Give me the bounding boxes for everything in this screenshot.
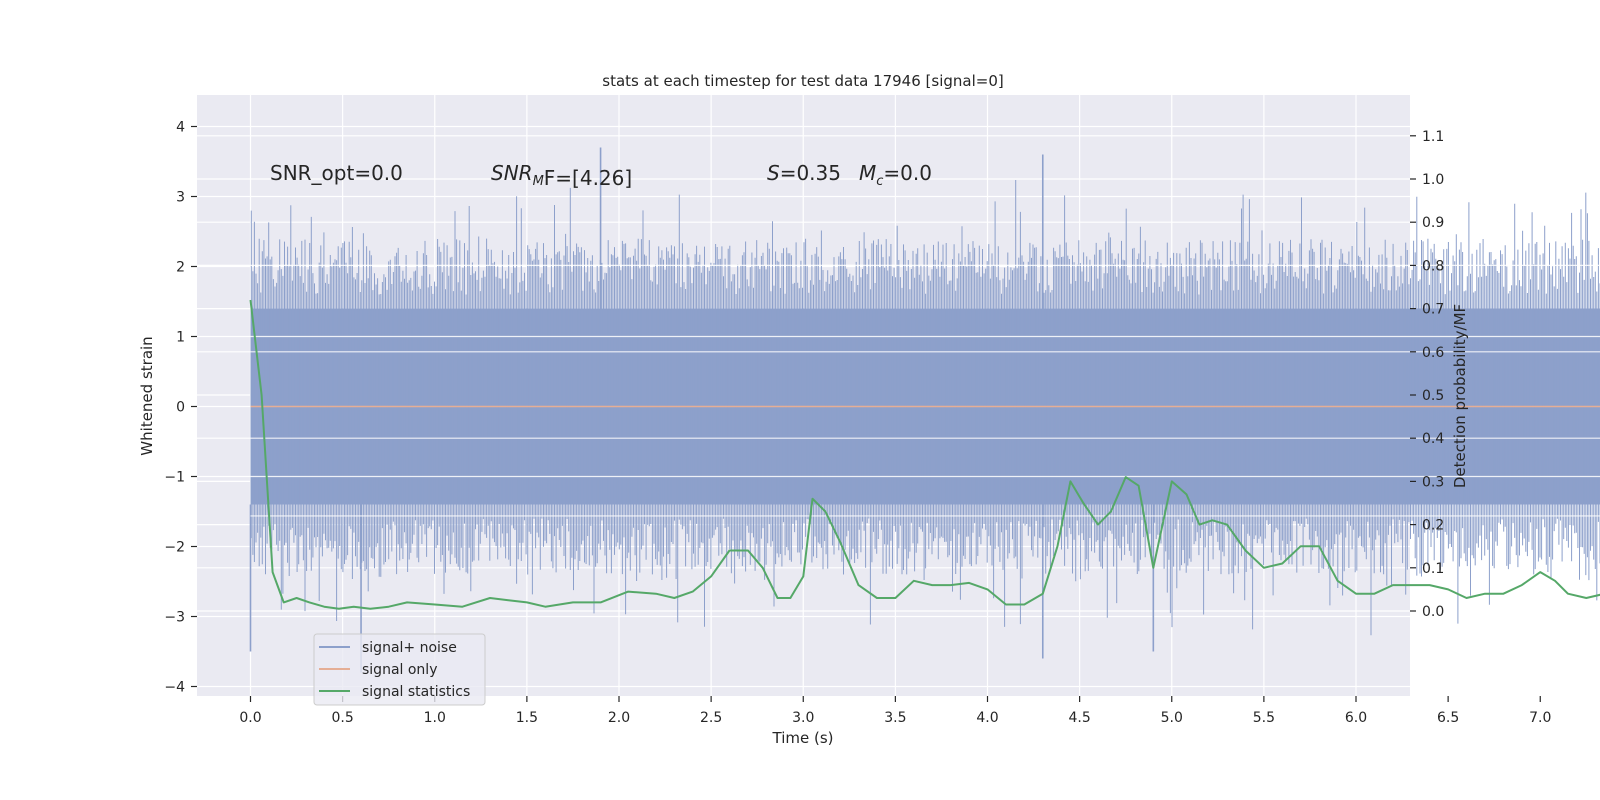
mc-annotation: Mc=0.0 (859, 161, 932, 189)
mc-main: M (859, 161, 876, 185)
y2-axis-ticks: 0.0 0.1 0.2 0.3 0.4 0.5 0.6 0.7 0.8 0.9 1.0 1.1 (1410, 129, 1444, 620)
snr-mf-rest: F=[4.26] (544, 166, 632, 190)
y2-tick-label: 1.1 (1422, 129, 1444, 145)
legend-box (313, 633, 486, 706)
y2-tick-label: 0.9 (1422, 215, 1444, 231)
mc-sub: c (876, 174, 883, 189)
legend-signal-noise-label: signal+ noise (362, 640, 457, 656)
y-tick-label: 4 (176, 120, 185, 136)
legend-signal-only-label: signal only (362, 662, 437, 678)
y-tick-label: 3 (176, 190, 185, 206)
s-rest: =0.35 (780, 161, 841, 185)
x-tick-label: 0.0 (239, 710, 261, 726)
legend: signal+ noise signal only signal statist… (313, 633, 486, 706)
x-tick-label: 3.0 (792, 710, 814, 726)
y-tick-label: −1 (164, 470, 185, 486)
x-tick-label: 3.5 (884, 710, 906, 726)
y2-tick-label: 0.0 (1422, 604, 1444, 620)
x-tick-label: 4.0 (976, 710, 998, 726)
snr-mf-sub: M (533, 174, 544, 189)
grid-overlay (250, 264, 1600, 517)
y-tick-label: −4 (164, 680, 185, 696)
snr-mf-annotation: SNRMF=[4.26] (491, 161, 632, 190)
x-tick-label: 0.5 (331, 710, 353, 726)
x-axis-ticks: 0.0 0.5 1.0 1.5 2.0 2.5 3.0 3.5 4.0 4.5 5.0 5.5 6.0 6… (239, 696, 1551, 726)
signal-statistics-line (249, 299, 1600, 610)
y-axis-label: Whitened strain (138, 336, 156, 455)
chart-title: stats at each timestep for test data 179… (602, 72, 1003, 90)
y-tick-label: 2 (176, 260, 185, 276)
legend-signal-statistics-label: signal statistics (362, 684, 470, 700)
y2-tick-label: 0.3 (1422, 474, 1444, 490)
mc-rest: =0.0 (883, 161, 932, 185)
y2-tick-label: 0.2 (1422, 518, 1444, 534)
snr-mf-main: SNR (491, 161, 533, 185)
noise-spikes (250, 180, 1600, 636)
x-tick-label: 6.5 (1437, 710, 1459, 726)
y-tick-label: 1 (176, 330, 185, 346)
signal-statistics-series (249, 299, 1600, 610)
x-tick-label: 6.0 (1345, 710, 1367, 726)
x-axis-label: Time (s) (772, 729, 834, 747)
x-tick-label: 4.5 (1068, 710, 1090, 726)
snr-opt-annotation: SNR_opt=0.0 (270, 161, 403, 185)
y2-axis-label: Detection probability/MF (1451, 304, 1469, 488)
y2-tick-label: 0.1 (1422, 561, 1444, 577)
y2-tick-label: 0.7 (1422, 302, 1444, 318)
s-main: S (767, 161, 780, 185)
x-tick-label: 2.0 (608, 710, 630, 726)
x-tick-label: 2.5 (700, 710, 722, 726)
y-tick-label: 0 (176, 400, 185, 416)
y2-tick-label: 1.0 (1422, 172, 1444, 188)
s-annotation: S=0.35 (767, 161, 841, 185)
x-tick-label: 5.5 (1253, 710, 1275, 726)
y2-tick-label: 0.6 (1422, 345, 1444, 361)
x-tick-label: 5.0 (1161, 710, 1183, 726)
x-tick-label: 1.5 (516, 710, 538, 726)
y-axis-ticks: −4 −3 −2 −1 0 1 2 3 4 (164, 120, 197, 696)
y2-tick-label: 0.5 (1422, 388, 1444, 404)
x-tick-label: 7.0 (1529, 710, 1551, 726)
y-tick-label: −2 (164, 540, 185, 556)
y2-tick-label: 0.4 (1422, 431, 1444, 447)
y-tick-label: −3 (164, 610, 185, 626)
y2-tick-label: 0.8 (1422, 258, 1444, 274)
x-tick-label: 1.0 (424, 710, 446, 726)
